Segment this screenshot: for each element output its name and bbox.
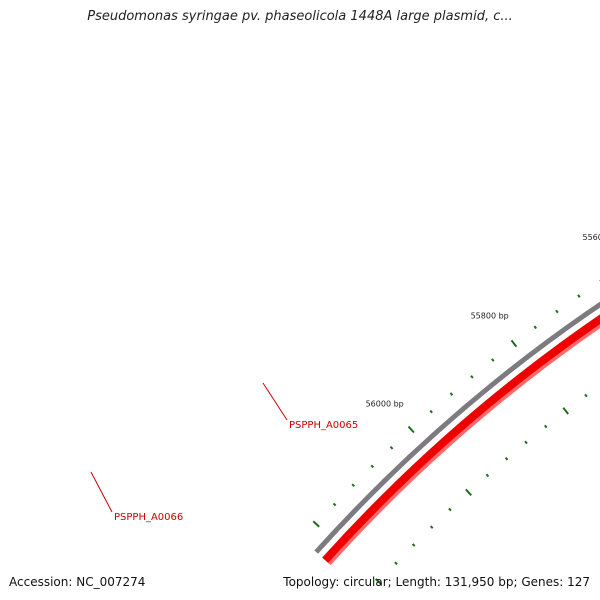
minor-tick: [577, 294, 581, 298]
inner-minor-tick: [544, 424, 548, 429]
minor-tick: [555, 309, 559, 314]
gene-a0066-label[interactable]: PSPPH_A0066: [114, 512, 183, 523]
inner-major-tick: [374, 578, 383, 586]
inner-minor-tick: [584, 393, 588, 398]
inner-minor-tick: [394, 561, 398, 565]
minor-tick: [533, 325, 537, 330]
position-tick-label: 55600 bp: [583, 233, 600, 242]
inner-major-tick: [465, 488, 472, 496]
minor-tick: [429, 409, 433, 414]
gene-a0066-arc[interactable]: [322, 231, 600, 563]
inner-minor-tick: [429, 525, 434, 529]
minor-tick: [332, 502, 337, 507]
outer-tick-ring: [312, 279, 600, 528]
position-tick-label: 55800 bp: [471, 312, 509, 321]
minor-tick: [470, 375, 474, 379]
inner-minor-tick: [485, 473, 490, 478]
plasmid-backbone: [314, 301, 600, 554]
minor-tick: [370, 464, 375, 469]
gene-track: [322, 231, 600, 566]
gene-a0065-leader-line: [262, 382, 288, 421]
major-tick: [510, 339, 518, 348]
major-tick: [312, 520, 320, 528]
position-tick-label: 56000 bp: [366, 400, 404, 409]
inner-tick-ring: [374, 393, 588, 586]
minor-tick: [491, 358, 495, 362]
gene-a0065-label[interactable]: PSPPH_A0065: [289, 420, 358, 431]
minor-tick: [351, 483, 356, 488]
inner-minor-tick: [524, 440, 528, 445]
tick-labels: 54200 bp54400 bp54600 bp54800 bp55000 bp…: [366, 233, 600, 409]
major-tick: [407, 425, 415, 434]
inner-minor-tick: [504, 456, 509, 461]
accession-text: Accession: NC_007274: [9, 575, 146, 589]
map-title: Pseudomonas syringae pv. phaseolicola 14…: [87, 9, 513, 24]
minor-tick: [449, 392, 454, 396]
gene-a0066-leader-line: [90, 471, 113, 513]
inner-minor-tick: [448, 507, 452, 512]
genome-summary-text: Topology: circular; Length: 131,950 bp; …: [283, 575, 590, 589]
minor-tick: [389, 446, 394, 450]
inner-major-tick: [562, 407, 569, 415]
inner-minor-tick: [411, 543, 416, 547]
